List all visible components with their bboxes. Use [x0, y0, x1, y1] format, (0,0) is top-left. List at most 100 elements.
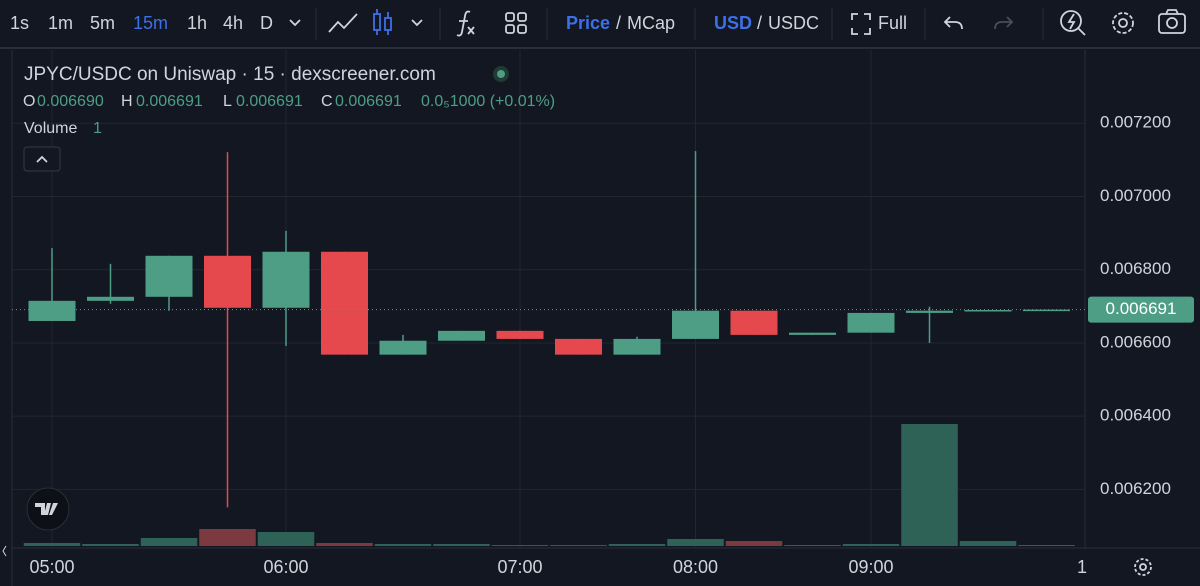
last-price-box	[1088, 296, 1194, 323]
candle-body	[496, 330, 544, 339]
interval[interactable]: 15m	[133, 13, 168, 33]
volume-count: 1	[93, 120, 102, 137]
volume-bar	[842, 544, 900, 546]
legend-value: 0.006690	[37, 93, 104, 110]
volume-bar	[784, 545, 841, 546]
alert-icon-part	[1060, 10, 1082, 32]
candle-body	[204, 255, 251, 308]
volume-label: Volume	[24, 120, 77, 137]
axis-settings-part	[1134, 558, 1152, 576]
y-tick-label: 0.006600	[1100, 332, 1171, 351]
layout-icon-part	[505, 12, 515, 22]
interval[interactable]: D	[260, 13, 273, 33]
volume-bar	[82, 544, 139, 546]
volume-bar	[257, 532, 315, 546]
interval[interactable]: 1m	[48, 13, 73, 33]
volume-bar	[901, 424, 958, 546]
volume-bar	[667, 539, 724, 546]
camera-icon[interactable]	[1158, 9, 1186, 34]
toolbar: 1s 1m 5m 15m 1h 4h D Price / MCap USD / …	[0, 8, 1200, 49]
x-tick-label: 08:00	[673, 557, 718, 577]
layout-icon[interactable]	[505, 12, 527, 34]
x-tick-label: 09:00	[848, 557, 893, 577]
volume-bar	[725, 541, 783, 546]
candle-body	[672, 310, 719, 339]
line-chart-icon[interactable]	[328, 13, 358, 33]
candle-body	[438, 330, 485, 341]
settings-icon[interactable]	[1112, 12, 1134, 34]
interval[interactable]: 1h	[187, 13, 207, 33]
y-tick-label: 0.006800	[1100, 259, 1171, 278]
redo-icon[interactable]	[994, 16, 1014, 30]
alert-icon[interactable]	[1060, 10, 1086, 36]
status-dot	[497, 70, 505, 78]
candle-icon[interactable]	[373, 9, 392, 35]
toggle-separator: /	[616, 13, 621, 33]
x-tick-label: 07:00	[497, 557, 542, 577]
collapse-button[interactable]	[23, 146, 61, 172]
volume-bar	[374, 544, 432, 546]
fullscreen-icon[interactable]	[851, 13, 871, 35]
full-button[interactable]: Full	[878, 13, 907, 33]
y-tick-label: 0.006400	[1100, 406, 1171, 425]
usdc-toggle[interactable]: USDC	[768, 13, 819, 33]
volume-bar	[608, 544, 666, 546]
legend-key: C	[321, 93, 333, 110]
interval[interactable]: 1s	[10, 13, 29, 33]
axis-settings-part	[1139, 563, 1147, 571]
candle-body	[555, 338, 602, 355]
x-tick-label: 06:00	[263, 557, 308, 577]
candle-body	[1023, 309, 1070, 312]
interval[interactable]: 4h	[223, 13, 243, 33]
usd-toggle[interactable]: USD	[714, 13, 752, 33]
volume-bar	[433, 544, 490, 546]
candle-body	[321, 251, 368, 355]
legend-key: H	[121, 93, 133, 110]
y-tick-label: 0.007000	[1100, 186, 1171, 205]
chevron[interactable]	[289, 19, 301, 27]
legend-change: 0.0₅1000 (+0.01%)	[421, 93, 555, 110]
candle-body	[145, 255, 193, 297]
logo-mark	[35, 503, 58, 515]
candle-body	[789, 332, 836, 335]
volume-bar	[959, 541, 1017, 546]
volume-bar	[1018, 545, 1075, 546]
last-price-label: 0.006691	[1106, 299, 1177, 318]
alert-icon-part	[1067, 13, 1086, 36]
volume-bar	[316, 543, 373, 546]
price-toggle[interactable]: Price	[566, 13, 610, 33]
candle-body	[847, 312, 895, 333]
x-tick-label: 05:00	[29, 557, 74, 577]
candle-body	[964, 309, 1012, 312]
undo-icon[interactable]	[943, 16, 963, 30]
candle-body	[906, 310, 953, 313]
candle-icon-part	[376, 9, 389, 35]
legend-key: O	[23, 93, 35, 110]
y-tick-label: 0.007200	[1100, 113, 1171, 132]
volume-bar	[140, 538, 198, 546]
interval[interactable]: 5m	[90, 13, 115, 33]
candle-body	[379, 340, 427, 355]
axis-corner: 1	[1077, 557, 1087, 577]
candle-body	[262, 251, 310, 308]
legend-value: 0.006691	[335, 93, 402, 110]
volume-bar	[23, 543, 81, 546]
scroll-left[interactable]	[2, 545, 7, 557]
indicators-icon[interactable]	[456, 10, 475, 37]
camera-icon-part	[1158, 13, 1186, 34]
y-tick-label: 0.006200	[1100, 479, 1171, 498]
chevron[interactable]	[411, 19, 423, 27]
candle-body	[730, 310, 778, 335]
camera-icon-part	[1166, 17, 1178, 29]
mcap-toggle[interactable]: MCap	[627, 13, 675, 33]
volume-bar	[199, 529, 256, 546]
settings-icon-part	[1112, 12, 1134, 34]
tradingview-logo	[26, 487, 70, 531]
axis-settings-icon[interactable]	[1134, 558, 1152, 576]
chart-title: JPYC/USDC on Uniswap · 15 · dexscreener.…	[24, 64, 436, 85]
candle-body	[87, 296, 134, 301]
volume-bar	[491, 545, 549, 546]
legend-value: 0.006691	[236, 93, 303, 110]
